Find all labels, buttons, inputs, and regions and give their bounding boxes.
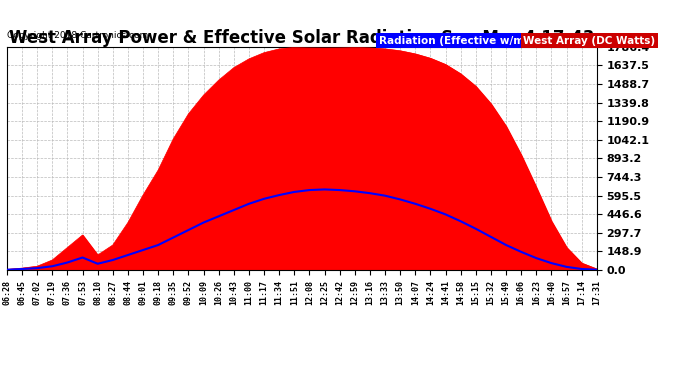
Text: West Array (DC Watts): West Array (DC Watts) [523, 36, 656, 46]
Text: Radiation (Effective w/m2): Radiation (Effective w/m2) [379, 36, 535, 46]
Title: West Array Power & Effective Solar Radiation Sun Mar 4 17:43: West Array Power & Effective Solar Radia… [9, 29, 595, 47]
Text: Copyright 2018 Cartronics.com: Copyright 2018 Cartronics.com [7, 30, 148, 39]
